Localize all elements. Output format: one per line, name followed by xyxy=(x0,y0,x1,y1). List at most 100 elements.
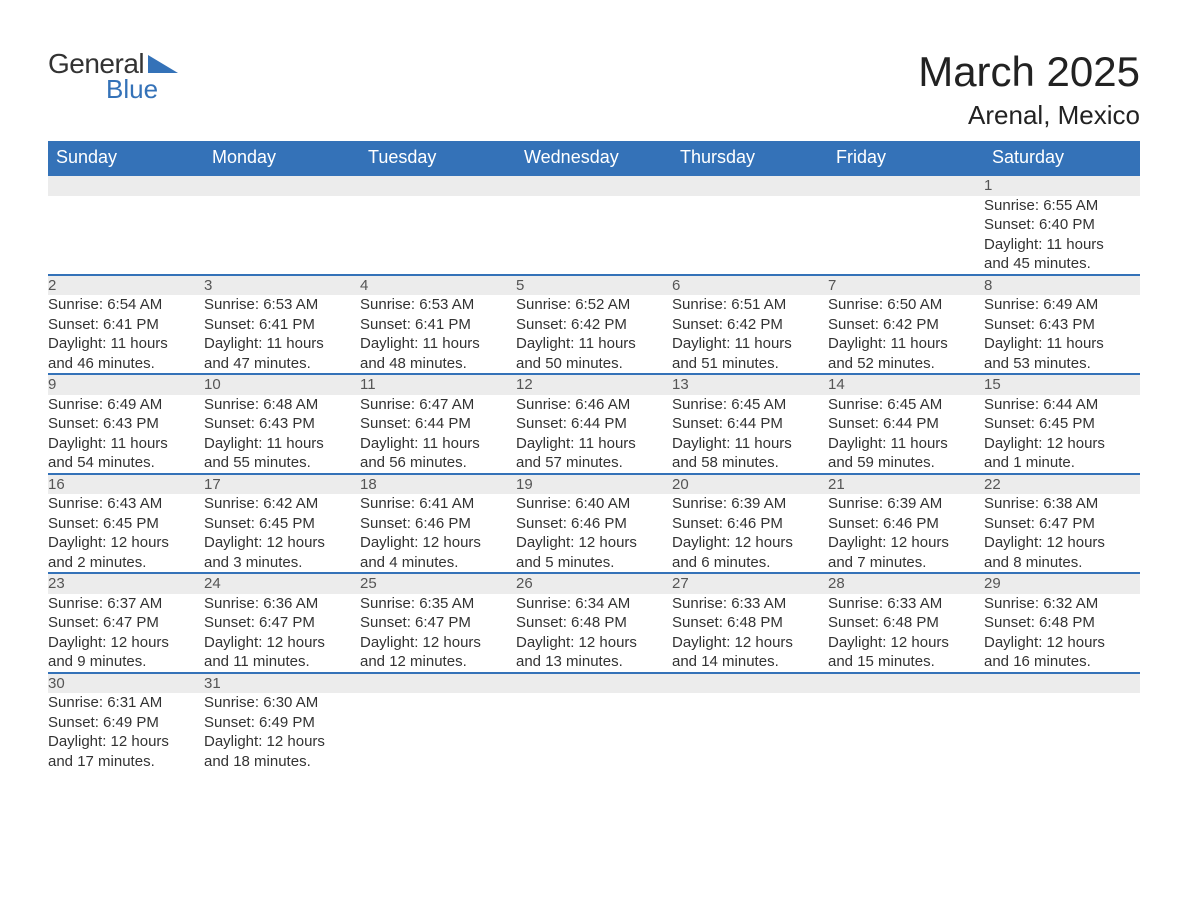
day-daylight2: and 48 minutes. xyxy=(360,354,516,374)
day-daylight2: and 45 minutes. xyxy=(984,254,1140,274)
day-daylight2: and 1 minute. xyxy=(984,453,1140,473)
day-daylight2: and 57 minutes. xyxy=(516,453,672,473)
day-number-cell: 2 xyxy=(48,275,204,296)
day-sunset: Sunset: 6:44 PM xyxy=(828,414,984,434)
day-sunrise: Sunrise: 6:45 AM xyxy=(672,395,828,415)
day-number-cell xyxy=(672,175,828,196)
day-data-cell: Sunrise: 6:36 AMSunset: 6:47 PMDaylight:… xyxy=(204,594,360,673)
day-sunset: Sunset: 6:48 PM xyxy=(672,613,828,633)
day-number-cell xyxy=(516,673,672,694)
day-number: 1 xyxy=(984,177,992,194)
week-daynum-row: 23242526272829 xyxy=(48,573,1140,594)
day-daylight1: Daylight: 12 hours xyxy=(828,533,984,553)
day-daylight1: Daylight: 12 hours xyxy=(828,633,984,653)
day-sunset: Sunset: 6:45 PM xyxy=(204,514,360,534)
day-data-cell xyxy=(828,196,984,275)
day-daylight1: Daylight: 11 hours xyxy=(48,334,204,354)
day-daylight2: and 8 minutes. xyxy=(984,553,1140,573)
day-sunset: Sunset: 6:43 PM xyxy=(204,414,360,434)
day-data-cell: Sunrise: 6:53 AMSunset: 6:41 PMDaylight:… xyxy=(360,295,516,374)
day-number: 25 xyxy=(360,575,377,592)
day-sunrise: Sunrise: 6:51 AM xyxy=(672,295,828,315)
day-number-cell xyxy=(828,175,984,196)
day-daylight2: and 54 minutes. xyxy=(48,453,204,473)
col-thursday: Thursday xyxy=(672,141,828,175)
day-data-cell xyxy=(516,196,672,275)
day-data-cell: Sunrise: 6:30 AMSunset: 6:49 PMDaylight:… xyxy=(204,693,360,771)
day-data-cell: Sunrise: 6:44 AMSunset: 6:45 PMDaylight:… xyxy=(984,395,1140,474)
day-daylight2: and 52 minutes. xyxy=(828,354,984,374)
day-sunrise: Sunrise: 6:36 AM xyxy=(204,594,360,614)
day-data-cell: Sunrise: 6:46 AMSunset: 6:44 PMDaylight:… xyxy=(516,395,672,474)
day-daylight1: Daylight: 12 hours xyxy=(984,533,1140,553)
day-number: 31 xyxy=(204,675,221,692)
day-number-cell: 11 xyxy=(360,374,516,395)
day-number: 28 xyxy=(828,575,845,592)
day-data-cell: Sunrise: 6:42 AMSunset: 6:45 PMDaylight:… xyxy=(204,494,360,573)
day-number: 16 xyxy=(48,476,65,493)
day-sunrise: Sunrise: 6:45 AM xyxy=(828,395,984,415)
day-number: 6 xyxy=(672,277,680,294)
day-data-cell: Sunrise: 6:38 AMSunset: 6:47 PMDaylight:… xyxy=(984,494,1140,573)
day-daylight2: and 12 minutes. xyxy=(360,652,516,672)
day-daylight2: and 2 minutes. xyxy=(48,553,204,573)
day-sunset: Sunset: 6:48 PM xyxy=(516,613,672,633)
day-data-cell xyxy=(828,693,984,771)
day-daylight1: Daylight: 11 hours xyxy=(48,434,204,454)
day-number: 3 xyxy=(204,277,212,294)
day-daylight1: Daylight: 11 hours xyxy=(204,334,360,354)
day-daylight1: Daylight: 12 hours xyxy=(672,633,828,653)
day-data-cell: Sunrise: 6:55 AMSunset: 6:40 PMDaylight:… xyxy=(984,196,1140,275)
day-data-cell: Sunrise: 6:33 AMSunset: 6:48 PMDaylight:… xyxy=(828,594,984,673)
day-daylight2: and 47 minutes. xyxy=(204,354,360,374)
day-data-cell: Sunrise: 6:45 AMSunset: 6:44 PMDaylight:… xyxy=(672,395,828,474)
day-daylight1: Daylight: 12 hours xyxy=(204,633,360,653)
day-daylight2: and 58 minutes. xyxy=(672,453,828,473)
day-sunrise: Sunrise: 6:32 AM xyxy=(984,594,1140,614)
day-daylight1: Daylight: 11 hours xyxy=(672,334,828,354)
day-number-cell: 4 xyxy=(360,275,516,296)
day-daylight2: and 56 minutes. xyxy=(360,453,516,473)
day-sunrise: Sunrise: 6:44 AM xyxy=(984,395,1140,415)
day-sunset: Sunset: 6:47 PM xyxy=(984,514,1140,534)
day-data-cell xyxy=(672,693,828,771)
day-data-cell: Sunrise: 6:41 AMSunset: 6:46 PMDaylight:… xyxy=(360,494,516,573)
day-daylight2: and 4 minutes. xyxy=(360,553,516,573)
col-monday: Monday xyxy=(204,141,360,175)
day-daylight2: and 59 minutes. xyxy=(828,453,984,473)
day-data-cell xyxy=(984,693,1140,771)
day-data-cell: Sunrise: 6:39 AMSunset: 6:46 PMDaylight:… xyxy=(672,494,828,573)
day-sunrise: Sunrise: 6:54 AM xyxy=(48,295,204,315)
day-sunset: Sunset: 6:41 PM xyxy=(360,315,516,335)
day-number-cell: 29 xyxy=(984,573,1140,594)
day-data-cell: Sunrise: 6:49 AMSunset: 6:43 PMDaylight:… xyxy=(48,395,204,474)
day-number: 24 xyxy=(204,575,221,592)
day-data-cell: Sunrise: 6:53 AMSunset: 6:41 PMDaylight:… xyxy=(204,295,360,374)
day-daylight1: Daylight: 12 hours xyxy=(48,533,204,553)
day-number-cell: 27 xyxy=(672,573,828,594)
day-daylight2: and 55 minutes. xyxy=(204,453,360,473)
day-daylight1: Daylight: 11 hours xyxy=(360,334,516,354)
day-sunrise: Sunrise: 6:49 AM xyxy=(48,395,204,415)
day-number-cell: 31 xyxy=(204,673,360,694)
header: General Blue March 2025 Arenal, Mexico xyxy=(48,48,1140,131)
day-number: 19 xyxy=(516,476,533,493)
day-number-cell: 30 xyxy=(48,673,204,694)
day-number-cell: 9 xyxy=(48,374,204,395)
day-daylight1: Daylight: 12 hours xyxy=(204,533,360,553)
day-daylight1: Daylight: 11 hours xyxy=(828,434,984,454)
day-number-cell: 26 xyxy=(516,573,672,594)
week-data-row: Sunrise: 6:31 AMSunset: 6:49 PMDaylight:… xyxy=(48,693,1140,771)
day-number-cell: 10 xyxy=(204,374,360,395)
day-sunset: Sunset: 6:47 PM xyxy=(360,613,516,633)
day-daylight2: and 11 minutes. xyxy=(204,652,360,672)
day-sunset: Sunset: 6:43 PM xyxy=(48,414,204,434)
day-number: 4 xyxy=(360,277,368,294)
day-number: 22 xyxy=(984,476,1001,493)
day-number-cell: 5 xyxy=(516,275,672,296)
day-daylight1: Daylight: 12 hours xyxy=(672,533,828,553)
title-month: March 2025 xyxy=(918,48,1140,96)
day-daylight2: and 50 minutes. xyxy=(516,354,672,374)
col-tuesday: Tuesday xyxy=(360,141,516,175)
day-daylight2: and 17 minutes. xyxy=(48,752,204,772)
